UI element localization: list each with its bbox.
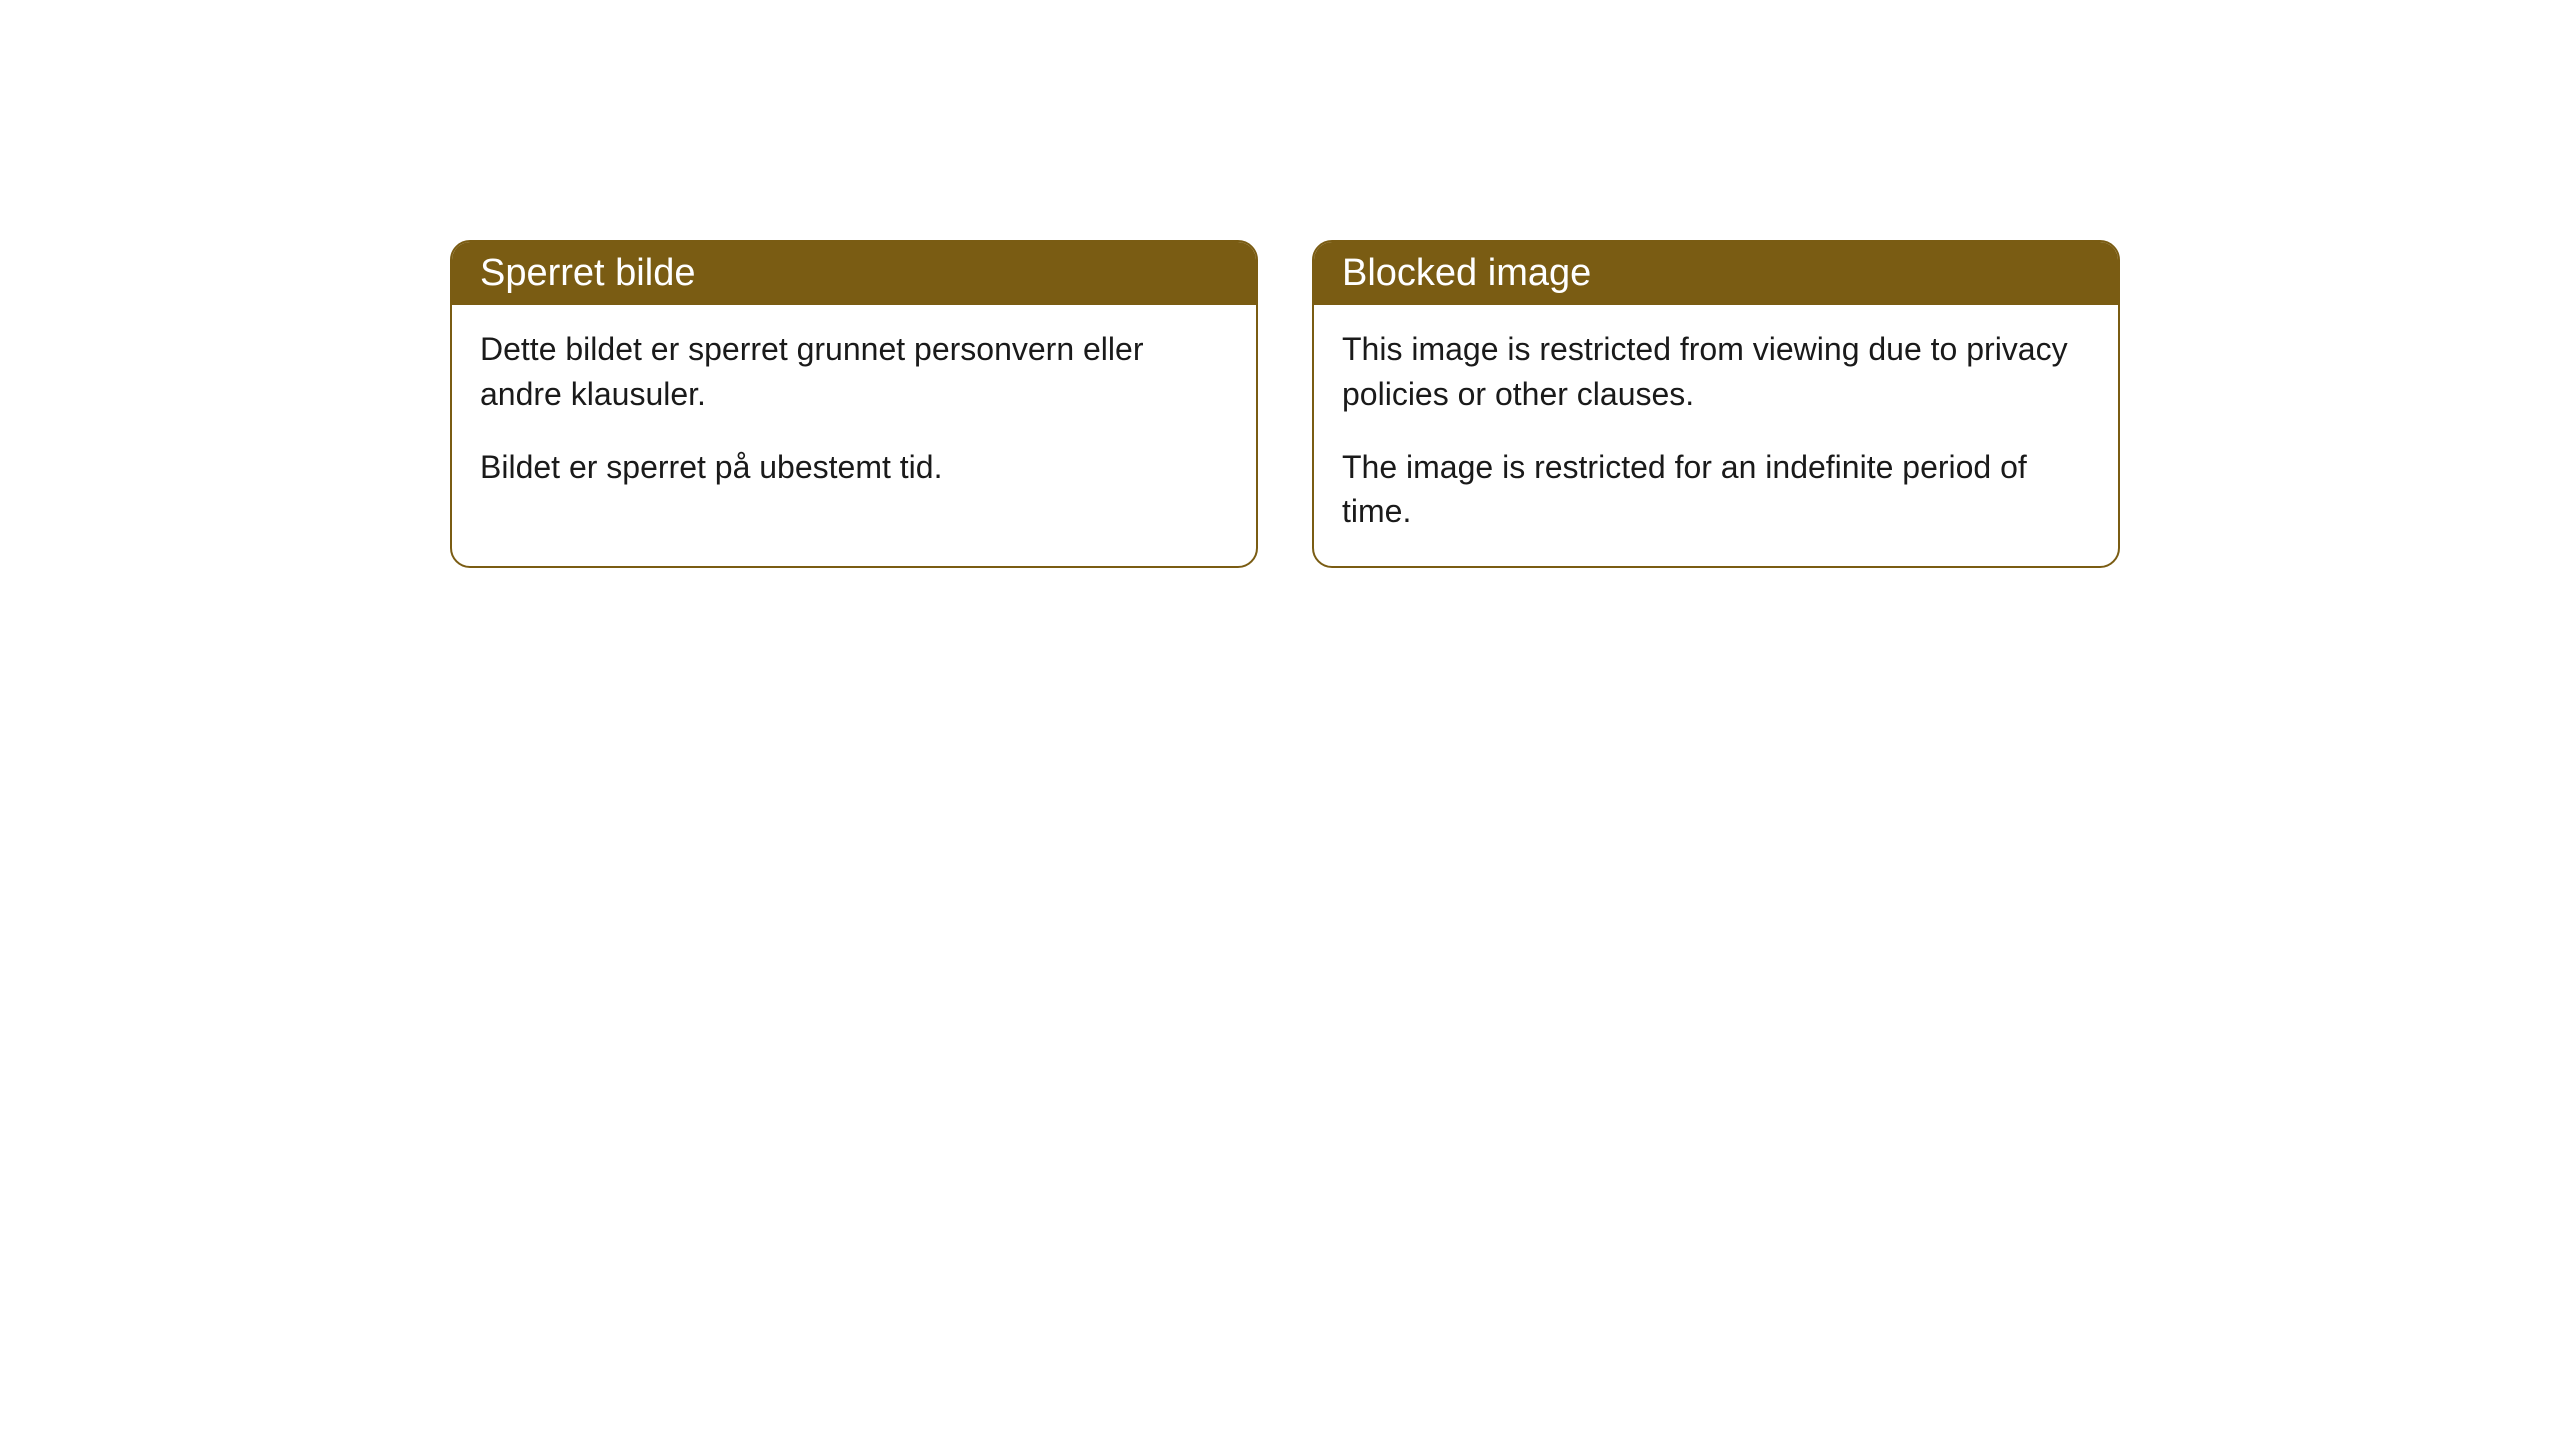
card-text-norwegian-1: Dette bildet er sperret grunnet personve… — [480, 327, 1228, 417]
card-header-norwegian: Sperret bilde — [452, 242, 1256, 305]
notice-container: Sperret bilde Dette bildet er sperret gr… — [450, 240, 2120, 568]
card-text-norwegian-2: Bildet er sperret på ubestemt tid. — [480, 445, 1228, 490]
card-text-english-2: The image is restricted for an indefinit… — [1342, 445, 2090, 535]
notice-card-english: Blocked image This image is restricted f… — [1312, 240, 2120, 568]
card-body-norwegian: Dette bildet er sperret grunnet personve… — [452, 305, 1256, 521]
card-text-english-1: This image is restricted from viewing du… — [1342, 327, 2090, 417]
notice-card-norwegian: Sperret bilde Dette bildet er sperret gr… — [450, 240, 1258, 568]
card-body-english: This image is restricted from viewing du… — [1314, 305, 2118, 566]
card-header-english: Blocked image — [1314, 242, 2118, 305]
